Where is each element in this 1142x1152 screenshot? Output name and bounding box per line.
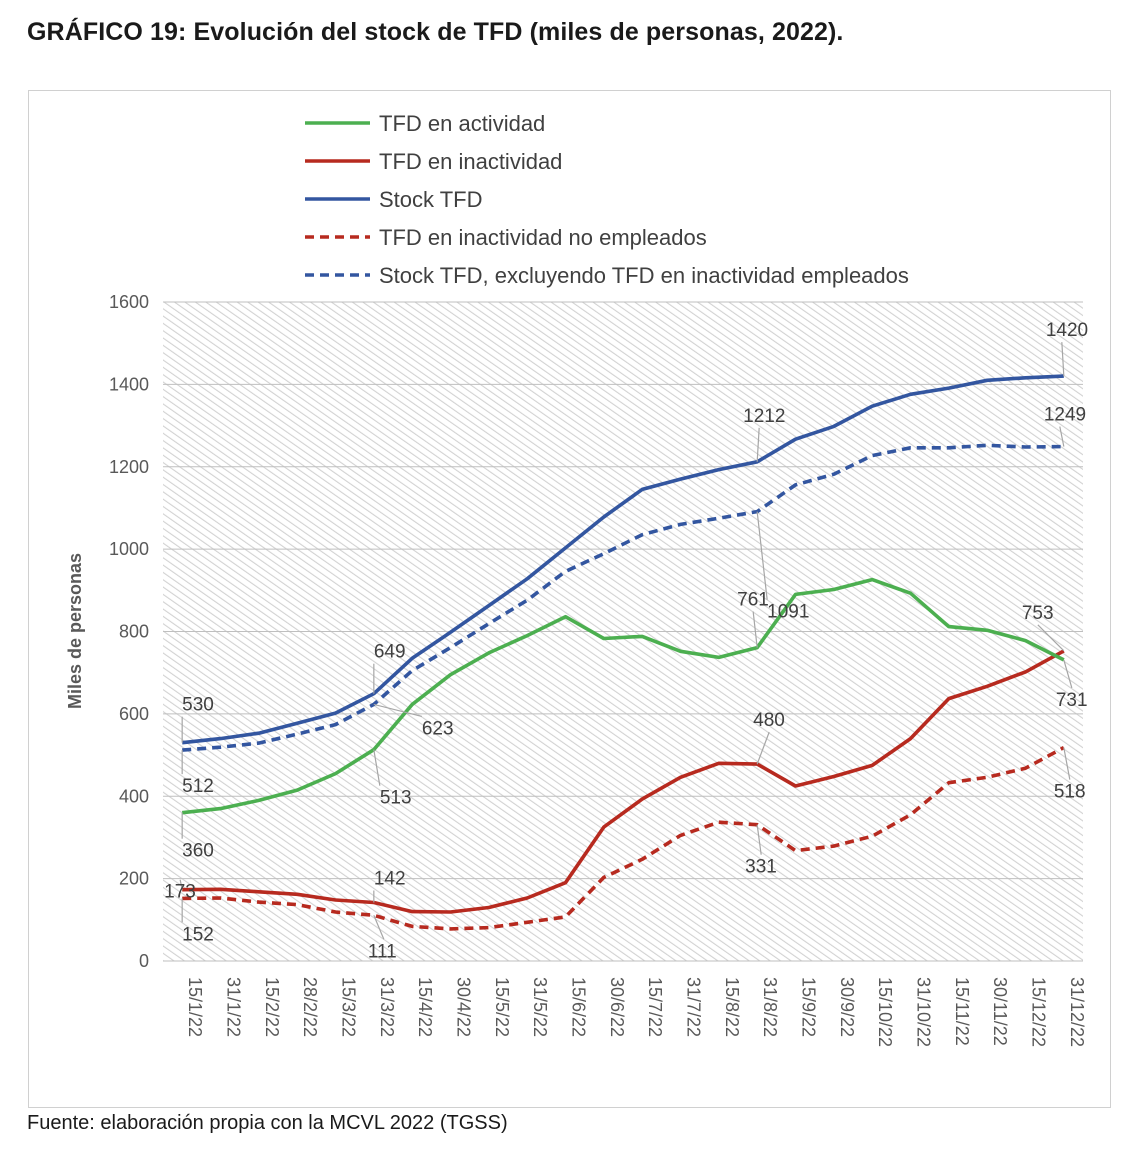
data-labels: 530 512 360 173 152 649 623 513 142 111 1212 109176… bbox=[164, 320, 1088, 962]
x-tick-label: 31/10/22 bbox=[914, 977, 934, 1047]
x-tick-label: 31/1/22 bbox=[224, 977, 244, 1037]
data-label: 518 bbox=[1054, 782, 1086, 803]
series-lines bbox=[182, 374, 1065, 931]
x-tick-label: 15/4/22 bbox=[415, 977, 435, 1037]
data-label: 173 bbox=[164, 882, 196, 903]
line-chart: 0 200 400 600 800 1000 1200 1400 1600 15/1/22 31/1… bbox=[65, 111, 1088, 1047]
label-leader bbox=[373, 703, 422, 717]
legend-label: TFD en inactividad bbox=[379, 149, 562, 174]
label-leader bbox=[1061, 342, 1065, 377]
data-label: 731 bbox=[1056, 690, 1088, 711]
chart-title: GRÁFICO 19: Evolución del stock de TFD (… bbox=[27, 18, 844, 46]
axis-ticks: 0 200 400 600 800 1000 1200 1400 1600 15/1/22 31/1… bbox=[109, 292, 1087, 1047]
data-label: 360 bbox=[182, 841, 214, 862]
label-leader bbox=[756, 427, 760, 462]
data-label: 1249 bbox=[1044, 405, 1086, 426]
label-leader bbox=[373, 749, 381, 786]
x-tick-label: 15/10/22 bbox=[875, 977, 895, 1047]
label-leader bbox=[1059, 426, 1065, 447]
legend: TFD en actividad TFD en inactividad Stock … bbox=[305, 111, 909, 288]
x-tick-label: 15/6/22 bbox=[569, 977, 589, 1037]
x-tick-label: 30/9/22 bbox=[837, 977, 857, 1037]
series-line-2 bbox=[182, 374, 1064, 745]
legend-label: Stock TFD, excluyendo TFD en inactividad… bbox=[379, 263, 909, 288]
label-leader bbox=[756, 511, 768, 600]
data-label: 152 bbox=[182, 924, 214, 945]
data-label: 111 bbox=[368, 941, 397, 962]
data-label: 623 bbox=[422, 718, 454, 739]
y-tick-label: 0 bbox=[139, 951, 149, 971]
data-label: 649 bbox=[374, 642, 406, 663]
x-tick-label: 30/4/22 bbox=[454, 977, 474, 1037]
x-tick-label: 15/2/22 bbox=[262, 977, 282, 1037]
x-tick-label: 15/1/22 bbox=[185, 977, 205, 1037]
chart-frame: 0 200 400 600 800 1000 1200 1400 1600 15/1/22 31/1… bbox=[28, 90, 1111, 1108]
data-label: 753 bbox=[1022, 603, 1054, 624]
data-label: 480 bbox=[753, 710, 785, 731]
data-label: 331 bbox=[745, 857, 777, 878]
legend-label: TFD en inactividad no empleados bbox=[379, 225, 707, 250]
source-note: Fuente: elaboración propia con la MCVL 2… bbox=[27, 1112, 508, 1134]
y-tick-label: 1600 bbox=[109, 292, 149, 312]
y-axis-title: Miles de personas bbox=[65, 553, 85, 709]
legend-label: TFD en actividad bbox=[379, 111, 545, 136]
y-tick-label: 600 bbox=[119, 704, 149, 724]
series-line-4 bbox=[182, 443, 1064, 752]
data-label: 512 bbox=[182, 776, 214, 797]
data-label: 513 bbox=[380, 788, 412, 809]
x-tick-label: 30/6/22 bbox=[607, 977, 627, 1037]
label-leader bbox=[179, 879, 183, 890]
data-label: 142 bbox=[374, 869, 406, 890]
series-line-0 bbox=[182, 577, 1065, 815]
label-leader bbox=[1063, 747, 1071, 780]
y-tick-label: 800 bbox=[119, 622, 149, 642]
x-tick-label: 15/8/22 bbox=[722, 977, 742, 1037]
label-leader bbox=[1063, 659, 1073, 689]
label-leader bbox=[756, 731, 770, 765]
label-leader bbox=[373, 915, 385, 940]
label-leader bbox=[1037, 624, 1065, 652]
y-tick-label: 400 bbox=[119, 786, 149, 806]
x-tick-label: 15/9/22 bbox=[799, 977, 819, 1037]
x-tick-label: 15/12/22 bbox=[1029, 977, 1049, 1047]
label-leader bbox=[752, 611, 758, 648]
x-tick-label: 15/7/22 bbox=[645, 977, 665, 1037]
x-tick-label: 30/11/22 bbox=[990, 977, 1010, 1046]
y-tick-label: 200 bbox=[119, 869, 149, 889]
data-label: 530 bbox=[182, 695, 214, 716]
y-tick-label: 1400 bbox=[109, 374, 149, 394]
legend-label: Stock TFD bbox=[379, 187, 483, 212]
x-tick-label: 31/3/22 bbox=[377, 977, 397, 1037]
data-label: 1420 bbox=[1046, 320, 1088, 341]
y-tick-label: 1000 bbox=[109, 539, 149, 559]
y-tick-label: 1200 bbox=[109, 457, 149, 477]
gridlines bbox=[163, 301, 1083, 962]
data-label: 1091 bbox=[767, 602, 809, 623]
x-tick-label: 31/8/22 bbox=[760, 977, 780, 1037]
x-tick-label: 28/2/22 bbox=[300, 977, 320, 1037]
x-tick-label: 15/3/22 bbox=[339, 977, 359, 1037]
x-tick-label: 31/7/22 bbox=[684, 977, 704, 1037]
data-label: 1212 bbox=[743, 406, 785, 427]
data-label: 761 bbox=[737, 590, 769, 611]
x-tick-label: 15/5/22 bbox=[492, 977, 512, 1037]
x-tick-label: 15/11/22 bbox=[952, 977, 972, 1046]
series-line-3 bbox=[182, 746, 1065, 931]
series-line-1 bbox=[182, 649, 1065, 914]
x-tick-label: 31/5/22 bbox=[530, 977, 550, 1037]
label-leader bbox=[756, 824, 762, 855]
x-tick-label: 31/12/22 bbox=[1067, 977, 1087, 1047]
